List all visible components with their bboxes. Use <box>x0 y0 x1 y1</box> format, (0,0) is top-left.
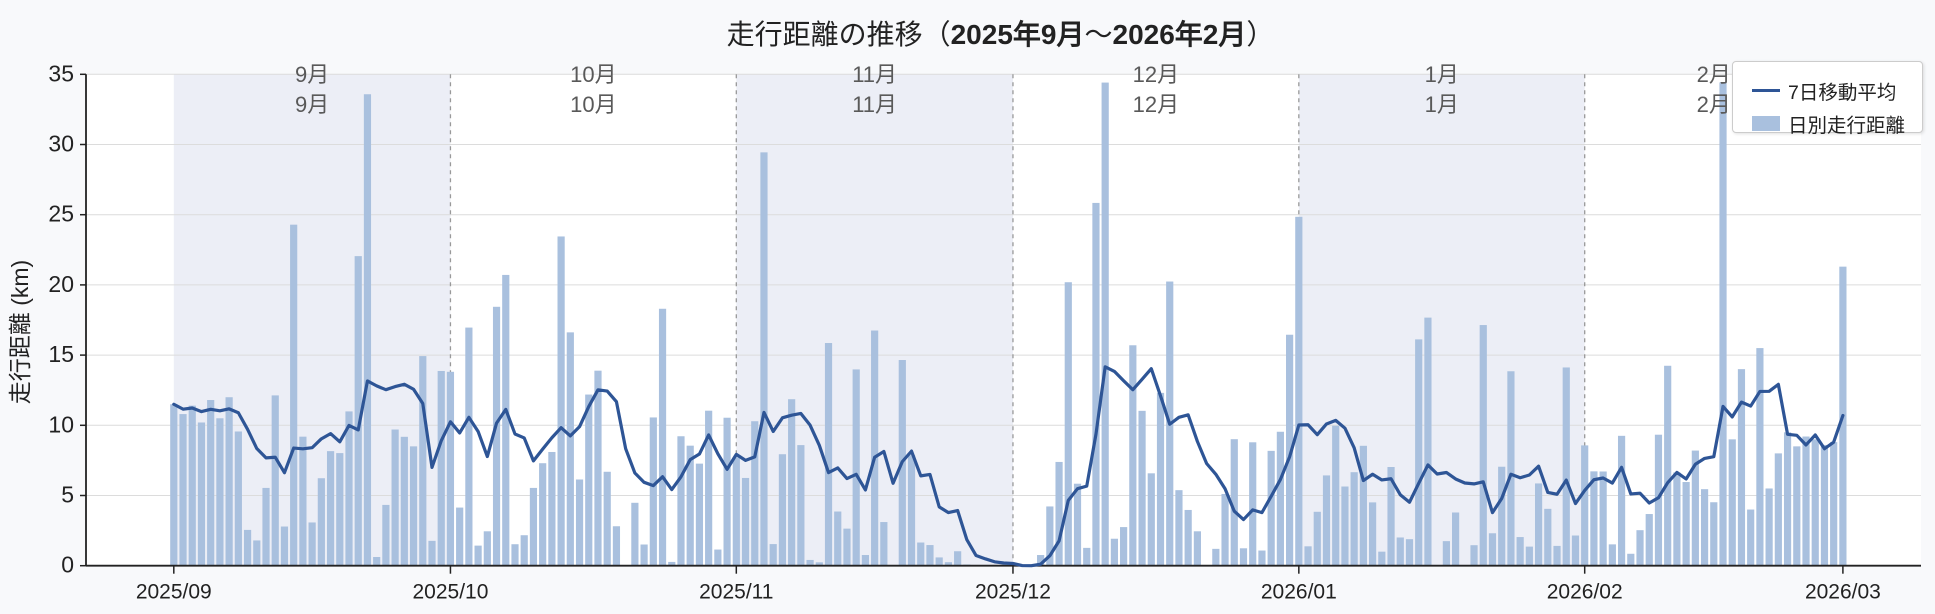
svg-text:2025/09: 2025/09 <box>136 581 212 604</box>
svg-text:0: 0 <box>61 552 74 578</box>
svg-text:11月: 11月 <box>852 62 897 87</box>
svg-text:35: 35 <box>48 60 74 86</box>
svg-text:10月: 10月 <box>570 62 616 87</box>
svg-text:30: 30 <box>48 131 74 157</box>
svg-text:1月: 1月 <box>1425 92 1459 117</box>
svg-text:2026/02: 2026/02 <box>1547 581 1623 604</box>
svg-text:2月: 2月 <box>1697 92 1731 117</box>
svg-text:10: 10 <box>48 411 74 437</box>
svg-text:2025/10: 2025/10 <box>412 581 488 604</box>
svg-text:12月: 12月 <box>1133 92 1179 117</box>
svg-text:2026/01: 2026/01 <box>1261 581 1337 604</box>
svg-text:9月: 9月 <box>295 92 329 117</box>
svg-text:12月: 12月 <box>1133 62 1179 87</box>
svg-text:25: 25 <box>48 201 74 227</box>
svg-text:5: 5 <box>61 482 74 508</box>
svg-text:11月: 11月 <box>852 92 897 117</box>
svg-text:15: 15 <box>48 341 74 367</box>
svg-text:2025/11: 2025/11 <box>699 581 773 604</box>
svg-text:2026/03: 2026/03 <box>1805 581 1881 604</box>
svg-text:2月: 2月 <box>1697 62 1731 87</box>
svg-text:9月: 9月 <box>295 62 329 87</box>
svg-text:2025/12: 2025/12 <box>975 581 1051 604</box>
svg-text:20: 20 <box>48 271 74 297</box>
svg-text:10月: 10月 <box>570 92 616 117</box>
svg-text:1月: 1月 <box>1425 62 1459 87</box>
